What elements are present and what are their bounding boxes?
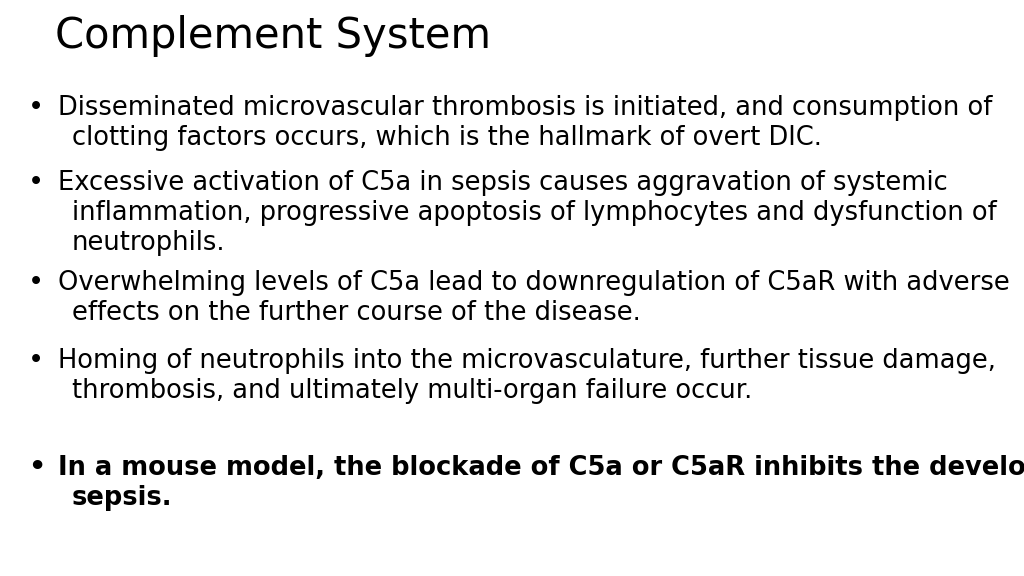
Text: •: • bbox=[28, 455, 45, 481]
Text: clotting factors occurs, which is the hallmark of overt DIC.: clotting factors occurs, which is the ha… bbox=[72, 125, 822, 151]
Text: In a mouse model, the blockade of C5a or C5aR inhibits the development of: In a mouse model, the blockade of C5a or… bbox=[58, 455, 1024, 481]
Text: thrombosis, and ultimately multi-organ failure occur.: thrombosis, and ultimately multi-organ f… bbox=[72, 378, 753, 404]
Text: •: • bbox=[28, 170, 44, 196]
Text: •: • bbox=[28, 348, 44, 374]
Text: Complement System: Complement System bbox=[55, 15, 490, 57]
Text: neutrophils.: neutrophils. bbox=[72, 230, 225, 256]
Text: •: • bbox=[28, 95, 44, 121]
Text: Disseminated microvascular thrombosis is initiated, and consumption of: Disseminated microvascular thrombosis is… bbox=[58, 95, 992, 121]
Text: Overwhelming levels of C5a lead to downregulation of C5aR with adverse: Overwhelming levels of C5a lead to downr… bbox=[58, 270, 1010, 296]
Text: inflammation, progressive apoptosis of lymphocytes and dysfunction of: inflammation, progressive apoptosis of l… bbox=[72, 200, 996, 226]
Text: sepsis.: sepsis. bbox=[72, 485, 172, 511]
Text: effects on the further course of the disease.: effects on the further course of the dis… bbox=[72, 300, 641, 326]
Text: •: • bbox=[28, 270, 44, 296]
Text: Excessive activation of C5a in sepsis causes aggravation of systemic: Excessive activation of C5a in sepsis ca… bbox=[58, 170, 948, 196]
Text: Homing of neutrophils into the microvasculature, further tissue damage,: Homing of neutrophils into the microvasc… bbox=[58, 348, 996, 374]
